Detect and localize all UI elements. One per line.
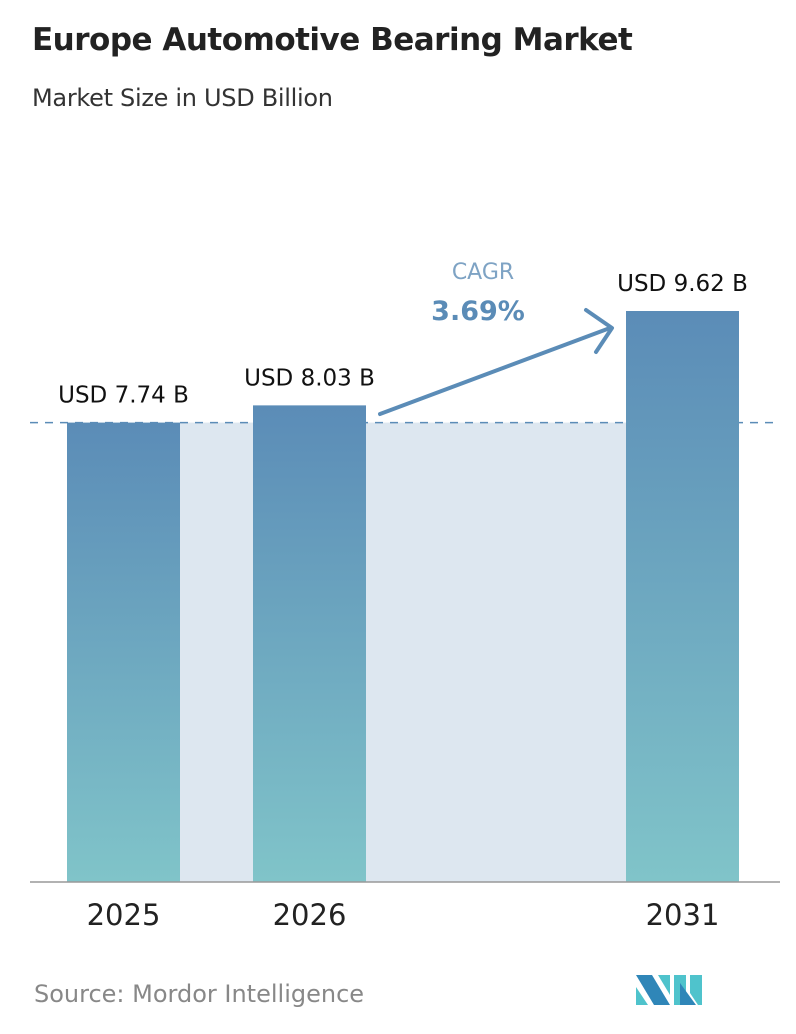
data-label-2026: USD 8.03 B xyxy=(244,365,375,391)
source-note: Source: Mordor Intelligence xyxy=(34,980,365,1008)
data-label-2031: USD 9.62 B xyxy=(617,271,748,297)
bar-2026 xyxy=(253,405,366,882)
data-label-2025: USD 7.74 B xyxy=(58,383,189,409)
chart-title: Europe Automotive Bearing Market xyxy=(32,22,633,58)
cagr-label: CAGR xyxy=(452,260,514,285)
bar-2025 xyxy=(67,422,180,882)
cagr-value: 3.69% xyxy=(431,296,525,327)
x-tick-2031: 2031 xyxy=(646,898,720,932)
x-tick-2026: 2026 xyxy=(273,898,347,932)
cagr-arrow xyxy=(378,308,614,416)
chart-subtitle: Market Size in USD Billion xyxy=(32,84,333,112)
reference-band xyxy=(180,422,626,882)
bar-2031 xyxy=(626,311,739,882)
mordor-logo xyxy=(636,975,702,1005)
x-tick-2025: 2025 xyxy=(87,898,161,932)
